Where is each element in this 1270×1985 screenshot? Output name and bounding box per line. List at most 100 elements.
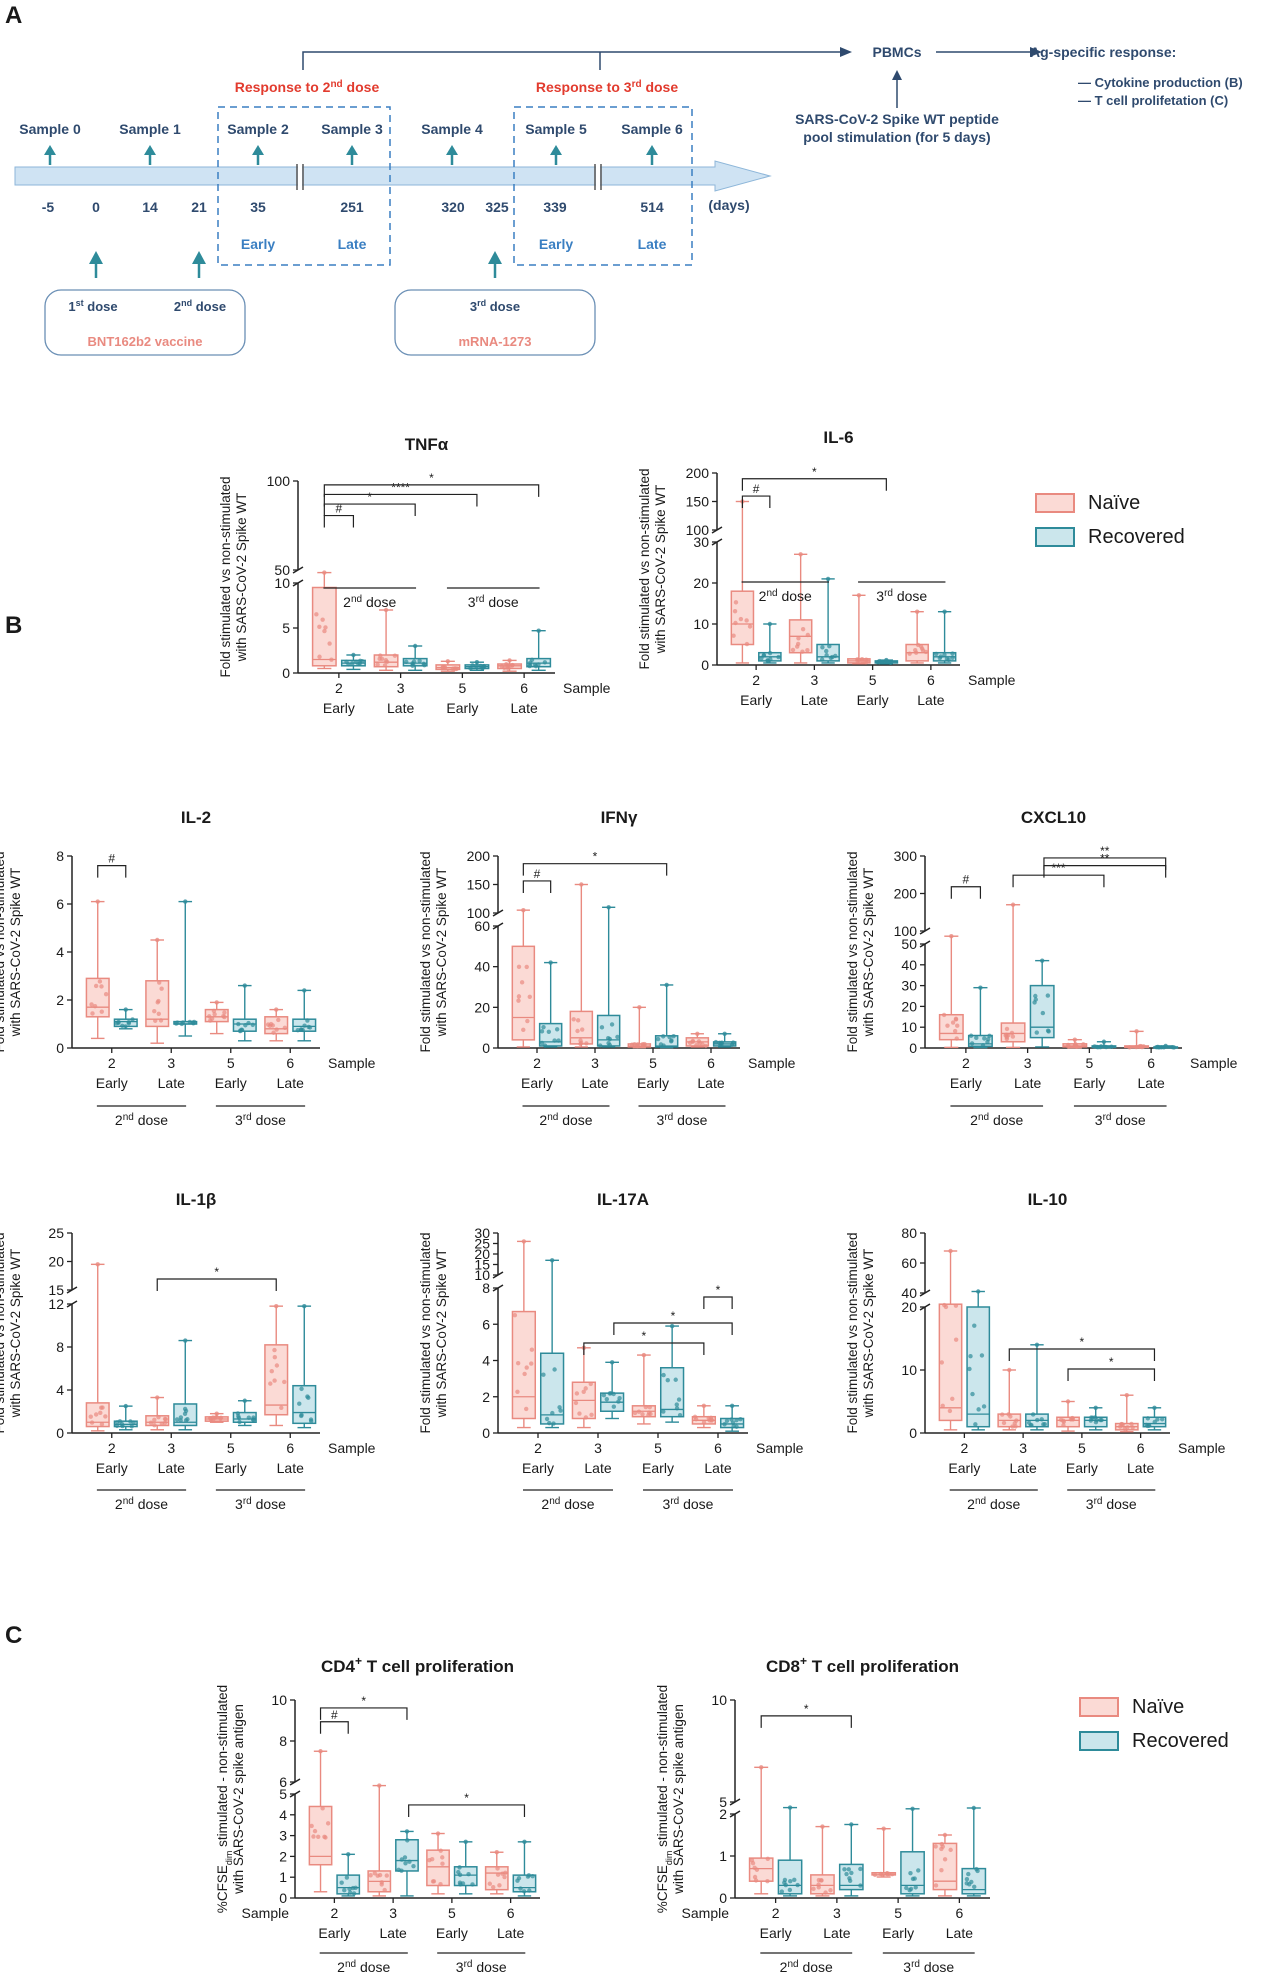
- data-point: [377, 1872, 383, 1878]
- phase-tick-label: Early: [948, 1460, 980, 1476]
- data-point: [546, 1029, 552, 1034]
- y-tick-label: 30: [901, 978, 917, 994]
- data-point: [300, 1027, 305, 1033]
- sample-axis-label: Sample: [968, 672, 1016, 688]
- data-point: [1102, 1044, 1107, 1049]
- chart-title: IFNγ: [601, 808, 638, 827]
- box-recovered: [173, 1403, 198, 1427]
- text-span: dose: [252, 1496, 286, 1512]
- box-naive: [1124, 1045, 1150, 1049]
- data-point: [440, 665, 446, 670]
- box-recovered: [232, 1411, 257, 1423]
- data-point: [325, 1821, 331, 1826]
- box-recovered: [599, 1392, 625, 1412]
- dose-group-label: 3rd dose: [657, 1112, 708, 1129]
- y-tick-label: 100: [467, 905, 491, 921]
- y-tick-label: 0: [909, 1040, 917, 1056]
- box-recovered: [758, 651, 782, 662]
- stimulation-line-1: SARS-CoV-2 Spike WT peptide: [795, 111, 999, 127]
- data-point: [536, 628, 541, 633]
- data-point: [1042, 1421, 1047, 1427]
- data-point: [577, 1411, 582, 1416]
- data-point: [706, 1415, 711, 1421]
- box-naive: [264, 1344, 289, 1416]
- data-point: [976, 1407, 981, 1412]
- text-span: dose: [192, 299, 226, 314]
- data-point: [794, 644, 800, 649]
- data-point: [1093, 1420, 1099, 1425]
- data-point: [950, 1020, 956, 1025]
- data-point: [159, 1421, 165, 1426]
- y-tick-label: 5: [279, 1786, 287, 1802]
- data-point: [779, 1889, 785, 1894]
- legend-label-recovered: Recovered: [1132, 1730, 1229, 1752]
- text-span: rd: [476, 594, 485, 605]
- data-point: [93, 1412, 99, 1417]
- y-tick-label: 6: [56, 896, 64, 912]
- data-point: [178, 1415, 184, 1420]
- data-point: [396, 1867, 401, 1872]
- data-point: [1066, 1044, 1071, 1049]
- data-point: [934, 651, 939, 657]
- data-point: [357, 658, 363, 663]
- dose-group-label: 3rd dose: [235, 1112, 286, 1129]
- axis-break-mark: [729, 1798, 741, 1806]
- data-point: [403, 1861, 408, 1866]
- data-point: [690, 1039, 695, 1044]
- axis-break-mark: [919, 927, 931, 935]
- data-point: [457, 1865, 462, 1870]
- y-tick-label: 6: [482, 1316, 490, 1332]
- data-point: [767, 650, 773, 656]
- x-tick-label: 6: [286, 1440, 294, 1456]
- data-point: [347, 1886, 352, 1892]
- legend-label-naive: Naïve: [1132, 1696, 1184, 1718]
- data-point: [524, 964, 529, 970]
- data-point: [155, 937, 160, 943]
- data-point: [1088, 1418, 1093, 1423]
- data-point: [384, 659, 390, 664]
- data-point: [855, 657, 860, 662]
- dose-group-label: 2nd dose: [343, 594, 396, 611]
- axis-break-mark: [492, 1271, 504, 1279]
- data-point: [317, 654, 322, 659]
- data-point: [267, 1023, 273, 1029]
- data-point: [481, 663, 487, 669]
- axis-break-mark: [492, 922, 504, 930]
- data-point: [1154, 1045, 1159, 1050]
- data-point: [752, 1874, 758, 1880]
- data-point: [126, 1019, 131, 1025]
- data-point: [558, 1408, 563, 1413]
- data-point: [187, 1019, 193, 1025]
- data-point: [312, 1828, 318, 1834]
- dose-group-label: 3rd dose: [663, 1496, 714, 1513]
- data-point: [274, 1303, 279, 1309]
- data-point: [671, 1033, 676, 1039]
- box-recovered: [526, 657, 552, 668]
- data-point: [445, 659, 451, 664]
- data-point: [944, 656, 950, 662]
- data-point: [159, 986, 164, 991]
- data-point: [765, 1856, 770, 1862]
- data-point: [640, 1043, 646, 1048]
- data-point: [904, 1885, 909, 1891]
- data-point: [1137, 1044, 1142, 1049]
- data-point: [274, 1007, 279, 1012]
- data-point: [1139, 1044, 1145, 1050]
- data-point: [709, 1418, 714, 1423]
- text-span: stimulated - non-stimulated: [215, 1685, 230, 1851]
- data-point: [305, 1394, 310, 1399]
- dose-group-label: 2nd dose: [780, 1959, 833, 1976]
- box-recovered: [1153, 1046, 1179, 1049]
- data-point: [1152, 1419, 1157, 1425]
- data-point: [914, 609, 920, 614]
- data-point: [500, 1871, 505, 1876]
- data-point: [693, 1416, 699, 1422]
- text-span: nd: [975, 1496, 986, 1507]
- significance-bracket: [760, 1715, 852, 1728]
- data-point: [606, 1040, 611, 1046]
- data-point: [939, 1360, 945, 1365]
- data-point: [717, 1040, 722, 1046]
- data-point: [242, 983, 247, 988]
- data-point: [552, 1367, 557, 1372]
- legend-swatch-recovered: [1079, 1731, 1119, 1751]
